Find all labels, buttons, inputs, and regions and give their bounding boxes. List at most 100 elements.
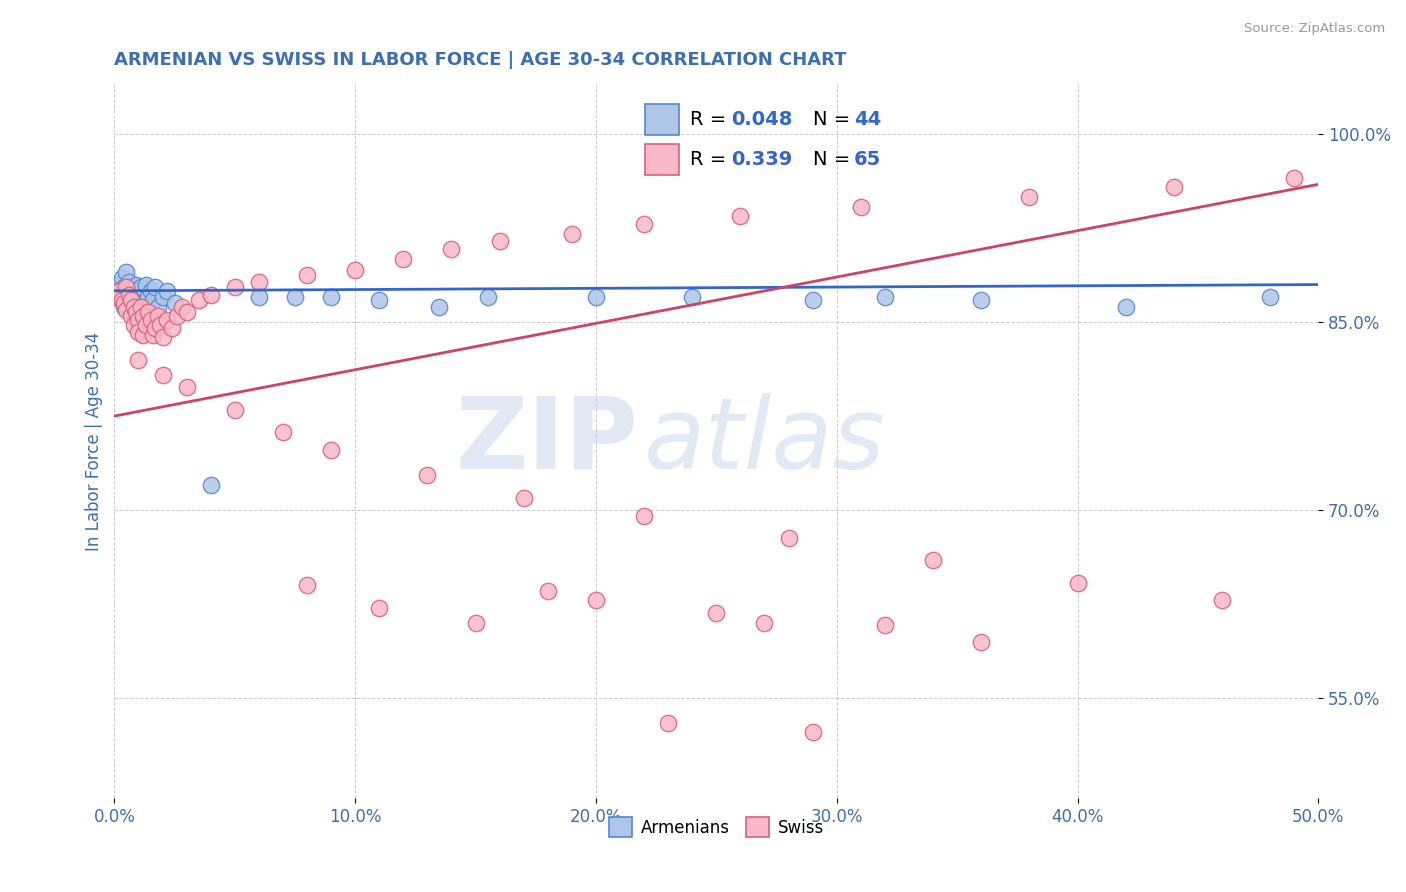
Point: [122, 296, 145, 310]
Point: [129, 280, 152, 294]
Point: [115, 280, 138, 294]
Point: [135, 318, 157, 332]
Point: [970, 293, 993, 307]
Point: [118, 284, 141, 298]
Point: [247, 290, 270, 304]
Point: [139, 312, 162, 326]
Point: [105, 290, 128, 304]
Point: [849, 200, 872, 214]
Point: [368, 600, 391, 615]
Point: [152, 368, 174, 382]
Point: [801, 293, 824, 307]
Point: [111, 271, 134, 285]
Point: [115, 265, 138, 279]
Point: [440, 243, 463, 257]
Point: [118, 287, 141, 301]
Point: [1258, 290, 1281, 304]
Point: [142, 327, 165, 342]
Point: [125, 290, 148, 304]
Point: [118, 275, 141, 289]
Point: [115, 302, 138, 317]
Point: [120, 290, 142, 304]
Point: [187, 293, 209, 307]
Point: [139, 284, 162, 298]
Point: [132, 327, 155, 342]
Point: [108, 284, 131, 298]
Point: [125, 305, 148, 319]
Point: [633, 218, 655, 232]
Point: [143, 280, 166, 294]
Point: [115, 293, 138, 307]
Point: [152, 290, 174, 304]
Point: [105, 277, 128, 292]
Point: [135, 277, 157, 292]
Point: [176, 380, 198, 394]
Point: [633, 509, 655, 524]
Point: [344, 262, 367, 277]
Point: [111, 293, 134, 307]
Point: [129, 300, 152, 314]
Point: [152, 330, 174, 344]
Point: [146, 309, 169, 323]
Point: [112, 280, 135, 294]
Point: [561, 227, 583, 242]
Point: [166, 309, 188, 323]
Point: [200, 287, 222, 301]
Point: [120, 293, 142, 307]
Point: [754, 615, 776, 630]
Point: [224, 280, 246, 294]
Text: atlas: atlas: [644, 392, 886, 490]
Text: ARMENIAN VS SWISS IN LABOR FORCE | AGE 30-34 CORRELATION CHART: ARMENIAN VS SWISS IN LABOR FORCE | AGE 3…: [114, 51, 846, 69]
Point: [146, 300, 169, 314]
Point: [156, 312, 179, 326]
Point: [142, 293, 165, 307]
Point: [1211, 593, 1233, 607]
Text: Source: ZipAtlas.com: Source: ZipAtlas.com: [1244, 22, 1385, 36]
Point: [127, 325, 149, 339]
Point: [127, 352, 149, 367]
Point: [704, 606, 727, 620]
Point: [585, 290, 607, 304]
Point: [122, 300, 145, 314]
Point: [176, 305, 198, 319]
Point: [163, 296, 186, 310]
Point: [368, 293, 391, 307]
Point: [922, 553, 945, 567]
Point: [149, 318, 172, 332]
Point: [200, 478, 222, 492]
Point: [512, 491, 534, 505]
Point: [1066, 575, 1088, 590]
Point: [429, 300, 451, 314]
Point: [319, 290, 342, 304]
Point: [416, 467, 439, 482]
Point: [132, 309, 155, 323]
Point: [136, 305, 159, 319]
Point: [801, 724, 824, 739]
Point: [120, 309, 142, 323]
Point: [224, 402, 246, 417]
Point: [681, 290, 703, 304]
Point: [778, 531, 800, 545]
Point: [160, 321, 183, 335]
Point: [125, 277, 148, 292]
Point: [477, 290, 499, 304]
Point: [127, 312, 149, 326]
Point: [464, 615, 486, 630]
Point: [392, 252, 415, 267]
Point: [112, 300, 135, 314]
Point: [1282, 171, 1305, 186]
Point: [170, 300, 193, 314]
Point: [111, 290, 134, 304]
Point: [129, 290, 152, 304]
Point: [284, 290, 307, 304]
Legend: Armenians, Swiss: Armenians, Swiss: [602, 811, 831, 843]
Point: [488, 234, 510, 248]
Point: [122, 284, 145, 298]
Point: [156, 284, 179, 298]
Point: [585, 593, 607, 607]
Point: [120, 305, 142, 319]
Point: [1163, 179, 1185, 194]
Point: [873, 618, 896, 632]
Text: ZIP: ZIP: [456, 392, 638, 490]
Point: [127, 284, 149, 298]
